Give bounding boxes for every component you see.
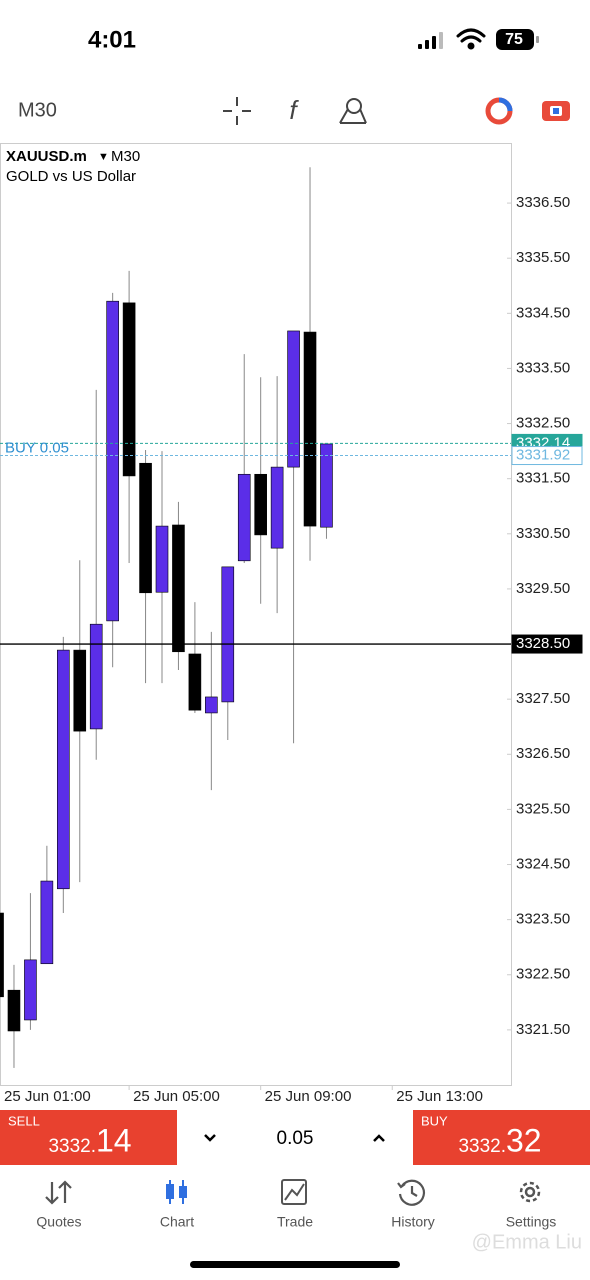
buy-button[interactable] <box>413 1110 590 1165</box>
candle-body <box>254 473 267 536</box>
buy-price-main: 3332. <box>458 1136 506 1157</box>
y-tick-label: 3321.50 <box>516 1021 570 1038</box>
candle-body <box>24 959 37 1021</box>
tab-label[interactable]: Trade <box>277 1214 313 1230</box>
sell-button[interactable] <box>0 1110 177 1165</box>
y-tick-label: 3330.50 <box>516 525 570 542</box>
x-tick-label: 25 Jun 09:00 <box>265 1088 352 1105</box>
tab-label[interactable]: Quotes <box>36 1214 81 1230</box>
price-label: 3331.92 <box>516 446 570 463</box>
symbol: XAUUSD.m <box>6 148 87 165</box>
candle-body <box>303 331 317 527</box>
buy-label: BUY <box>421 1113 448 1128</box>
y-tick-label: 3332.50 <box>516 415 570 432</box>
y-tick-label: 3327.50 <box>516 690 570 707</box>
price-label-box <box>511 634 583 654</box>
chart-type-button[interactable] <box>485 97 513 125</box>
y-tick-label: 3325.50 <box>516 800 570 817</box>
chart-icon <box>166 1180 187 1204</box>
candle-body <box>73 649 87 732</box>
trade-button[interactable] <box>542 101 570 121</box>
chart-frame <box>0 143 512 1086</box>
status-time: 4:01 <box>88 26 136 53</box>
battery-level: 75 <box>505 31 523 48</box>
y-tick-label: 3323.50 <box>516 911 570 928</box>
volume[interactable]: 0.05 <box>277 1128 314 1149</box>
candle-body <box>139 462 152 594</box>
candle-body <box>172 524 185 653</box>
candle-body <box>106 300 119 622</box>
y-tick-label: 3336.50 <box>516 194 570 211</box>
y-tick-label: 3324.50 <box>516 855 570 872</box>
candle-body <box>155 525 169 593</box>
signal-icon <box>418 32 443 49</box>
candle-body <box>0 912 4 998</box>
candle-body <box>57 649 70 890</box>
volume-down[interactable] <box>204 1134 216 1142</box>
crosshair-button[interactable] <box>223 97 251 125</box>
plot-area: 3321.50 3322.50 3323.50 3324.50 3325.50 3326.… <box>0 167 583 1105</box>
timeframe-arrow: ▼ <box>98 151 109 163</box>
y-tick-label: 3322.50 <box>516 966 570 983</box>
candle-body <box>7 989 21 1032</box>
candle-body <box>320 443 333 528</box>
price-label-box <box>511 446 583 466</box>
tab-label[interactable]: History <box>391 1214 435 1230</box>
battery-tip <box>536 36 539 43</box>
x-tick-label: 25 Jun 13:00 <box>396 1088 483 1105</box>
price-label: 3328.50 <box>516 635 570 652</box>
trade-icon <box>281 1179 307 1205</box>
sell-price-main: 3332. <box>48 1136 96 1157</box>
candle-body <box>188 653 202 711</box>
battery-icon <box>496 29 534 50</box>
candle-body <box>270 466 284 549</box>
y-tick-label: 3329.50 <box>516 580 570 597</box>
objects-button[interactable] <box>339 98 367 124</box>
history-icon <box>397 1179 426 1206</box>
candle-body <box>40 880 54 965</box>
candle-body <box>287 330 300 468</box>
candle-body <box>221 566 235 703</box>
y-tick-label: 3326.50 <box>516 745 570 762</box>
candle-body <box>237 473 251 562</box>
candle-body <box>205 696 218 714</box>
settings-icon <box>519 1181 541 1203</box>
tab-label[interactable]: Chart <box>160 1214 194 1230</box>
tab-bar: Quotes Chart Trade History Settings <box>36 1214 556 1230</box>
y-tick-label: 3334.50 <box>516 304 570 321</box>
watermark: @Emma Liu <box>472 1231 582 1253</box>
tab-label[interactable]: Settings <box>506 1214 557 1230</box>
quotes-icon <box>45 1180 72 1205</box>
indicators-button[interactable]: f <box>289 95 299 125</box>
wifi-icon <box>456 28 486 50</box>
chart-subtitle: GOLD vs US Dollar <box>6 168 136 185</box>
candle-body <box>89 623 103 730</box>
volume-up[interactable] <box>373 1134 385 1142</box>
x-tick-label: 25 Jun 01:00 <box>4 1088 91 1105</box>
sell-label: SELL <box>8 1113 40 1128</box>
buy-price-pips: 32 <box>506 1122 542 1158</box>
x-tick-label: 25 Jun 05:00 <box>133 1088 220 1105</box>
order-label: BUY 0.05 <box>5 439 69 456</box>
y-tick-label: 3335.50 <box>516 249 570 266</box>
home-indicator <box>190 1261 400 1268</box>
candle-body <box>122 302 136 477</box>
timeframe-button[interactable]: M30 <box>18 99 57 121</box>
y-tick-label: 3333.50 <box>516 359 570 376</box>
y-tick-label: 3331.50 <box>516 470 570 487</box>
chart-timeframe: M30 <box>111 148 140 165</box>
sell-price-pips: 14 <box>96 1122 132 1158</box>
